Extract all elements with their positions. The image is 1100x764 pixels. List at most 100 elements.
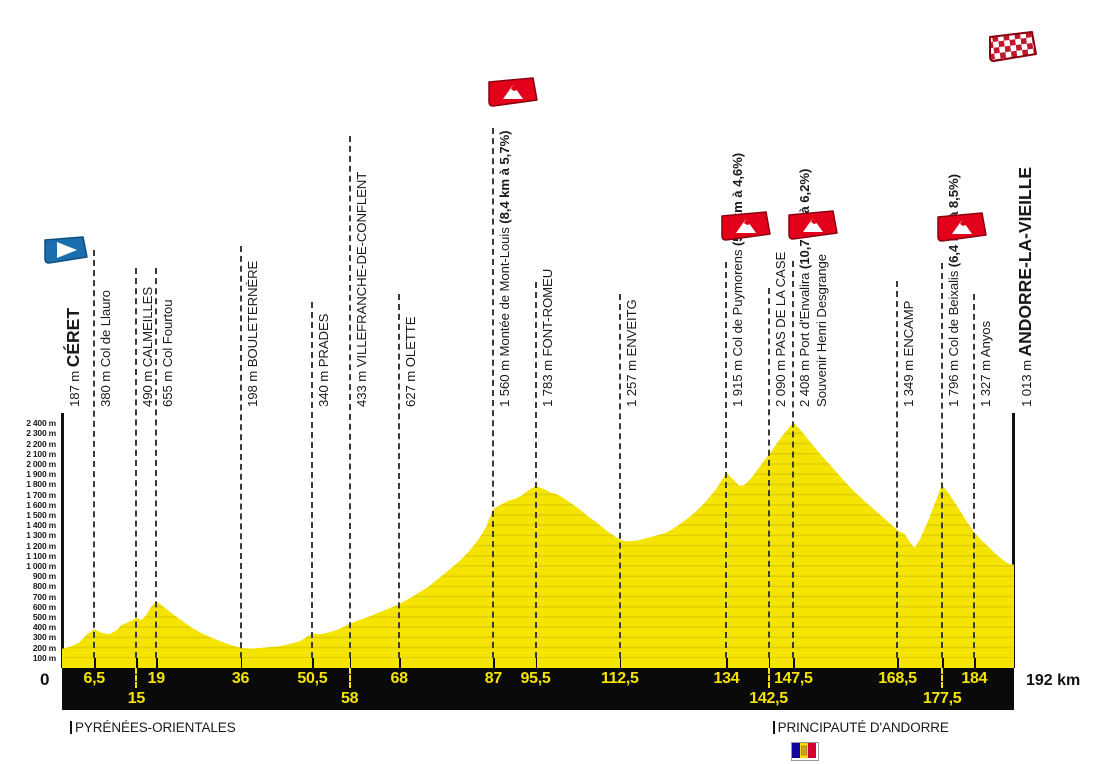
y-axis-tick-label: 1 500 m xyxy=(26,509,56,520)
y-axis-tick-label: 1 300 m xyxy=(26,530,56,541)
km-bar-divider xyxy=(767,668,770,688)
y-axis-tick-label: 100 m xyxy=(32,652,56,663)
point-sublabel: Souvenir Henri Desgrange xyxy=(814,253,830,407)
leader-line xyxy=(618,294,621,668)
km-label: 168,5 xyxy=(878,670,917,687)
y-axis-tick-label: 1 400 m xyxy=(26,519,56,530)
km-bar-divider xyxy=(135,668,138,688)
point-label: 1 327 m Anyos xyxy=(978,321,994,407)
km-tick xyxy=(974,658,976,668)
km-tick xyxy=(768,658,771,668)
climb-marker-icon xyxy=(787,209,839,248)
y-axis-tick-label: 300 m xyxy=(32,632,56,643)
region-label: PYRÉNÉES-ORIENTALES xyxy=(69,720,236,735)
point-label: 2 090 m PAS DE LA CASE xyxy=(772,251,788,407)
y-axis-tick-label: 500 m xyxy=(32,611,56,622)
leader-line xyxy=(534,282,537,668)
point-label: 433 m VILLEFRANCHE-DE-CONFLENT xyxy=(353,171,369,407)
km-label: 177,5 xyxy=(922,690,962,707)
km-tick xyxy=(399,658,401,668)
leader-line xyxy=(239,246,242,668)
km-tick xyxy=(240,658,243,668)
climb-marker-icon xyxy=(487,76,539,115)
point-label: 380 m Col de Llauro xyxy=(98,290,114,407)
point-label: 1 257 m ENVEITG xyxy=(623,299,639,407)
y-axis-tick-label: 700 m xyxy=(32,591,56,602)
elevation-profile-area xyxy=(62,413,1014,668)
y-axis-tick-label: 1 700 m xyxy=(26,489,56,500)
km-axis-bar: 6,5 19 36 50,5 68 87 95,5 112,5 134 147,5 168,5 184… xyxy=(62,658,1014,710)
km-label: 134 xyxy=(713,670,740,687)
y-axis-tick-label: 2 000 m xyxy=(26,458,56,469)
leader-line xyxy=(348,136,351,668)
km-tick xyxy=(156,658,158,668)
km-tick xyxy=(493,658,495,668)
y-axis-tick-label: 1 100 m xyxy=(26,550,56,561)
km-label: 112,5 xyxy=(600,670,639,687)
total-distance-label: 192 km xyxy=(1026,672,1081,689)
km-tick xyxy=(535,658,538,668)
km-tick xyxy=(94,658,96,668)
km-tick xyxy=(619,658,622,668)
andorra-flag-icon xyxy=(790,742,819,761)
km-label: 147,5 xyxy=(774,670,813,687)
y-axis-line-right xyxy=(1012,413,1015,668)
y-axis-tick-label: 2 200 m xyxy=(26,438,56,449)
region-label: PRINCIPAUTÉ D'ANDORRE xyxy=(772,720,949,735)
y-axis-tick-label: 1 800 m xyxy=(26,479,56,490)
km-tick xyxy=(136,658,138,668)
leader-line xyxy=(155,268,158,668)
km-label: 142,5 xyxy=(749,690,788,707)
leader-line xyxy=(135,268,138,668)
point-label: 340 m PRADES xyxy=(316,313,332,407)
y-axis-tick-label: 1 200 m xyxy=(26,540,56,551)
leader-line xyxy=(398,294,401,668)
finish-flag-icon xyxy=(988,30,1038,69)
km-label: 6,5 xyxy=(83,670,106,687)
point-label: 655 m Col Fourtou xyxy=(160,299,176,407)
km-label: 50,5 xyxy=(297,670,328,687)
y-axis-tick-label: 1 600 m xyxy=(26,499,56,510)
leader-line xyxy=(941,263,944,668)
y-axis-tick-label: 600 m xyxy=(32,601,56,612)
km-tick-strip xyxy=(62,658,1014,668)
km-label: 19 xyxy=(147,670,166,687)
y-axis-tick-label: 1 900 m xyxy=(26,468,56,479)
km-label: 68 xyxy=(390,670,409,687)
y-axis-tick-label: 200 m xyxy=(32,642,56,653)
km-label: 36 xyxy=(231,670,250,687)
start-flag-icon xyxy=(43,235,89,272)
y-axis-tick-label: 800 m xyxy=(32,581,56,592)
point-label: 2 408 m Port d'Envalira (10,7 km à 6,2%) xyxy=(797,169,813,407)
point-label: 1 349 m ENCAMP xyxy=(901,300,917,407)
km-bar-divider xyxy=(348,668,351,688)
leader-line xyxy=(311,302,314,668)
leader-line xyxy=(492,128,495,668)
km-tick xyxy=(312,658,314,668)
km-tick xyxy=(349,658,352,668)
y-axis-line-left xyxy=(61,413,64,668)
point-label: 198 m BOULETERNÈRE xyxy=(244,260,260,407)
elevation-profile-svg xyxy=(62,422,1014,668)
km-label: 15 xyxy=(127,690,146,707)
point-label: 1 796 m Col de Beixalis (6,4 km à 8,5%) xyxy=(946,174,962,407)
y-axis-tick-label: 2 100 m xyxy=(26,448,56,459)
point-label: 1 013 m ANDORRE-LA-VIEILLE xyxy=(1015,166,1035,407)
leader-line xyxy=(767,288,770,668)
y-axis-labels: 100 m 200 m 300 m 400 m 500 m 600 m 700 m 800 m… xyxy=(0,413,56,668)
km-tick xyxy=(793,658,795,668)
point-label: 1 560 m Montée de Mont-Louis (8,4 km à 5… xyxy=(497,130,513,407)
climb-marker-icon xyxy=(720,210,772,249)
km-tick xyxy=(942,658,944,668)
leader-line xyxy=(792,261,795,668)
km-zero-label: 0 xyxy=(40,670,50,689)
point-label: 627 m OLETTE xyxy=(403,316,419,407)
point-label: 490 m CALMEILLES xyxy=(140,286,156,407)
km-tick xyxy=(726,658,728,668)
leader-line xyxy=(896,281,899,668)
y-axis-tick-label: 2 300 m xyxy=(26,428,56,439)
climb-marker-icon xyxy=(936,211,988,250)
y-axis-tick-label: 900 m xyxy=(32,570,56,581)
point-label: 187 m CÉRET xyxy=(63,307,83,407)
